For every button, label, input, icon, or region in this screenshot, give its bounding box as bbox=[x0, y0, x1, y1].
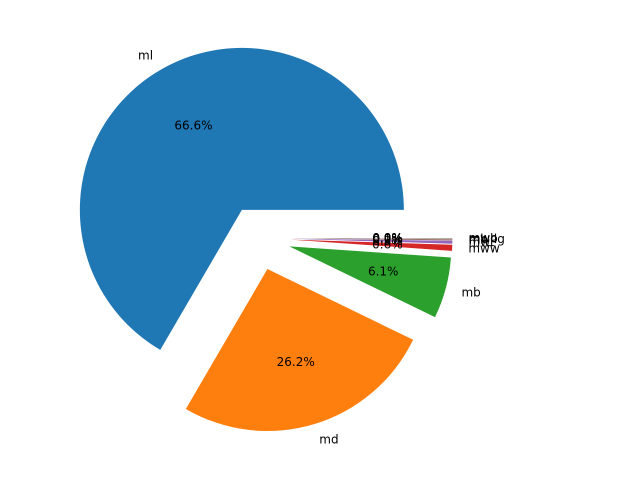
pie-category-label-mb_lg: mb_lg bbox=[469, 232, 505, 246]
pie-category-label-mwr: mwr bbox=[469, 236, 496, 250]
pie-pct-label-md: 26.2% bbox=[277, 355, 315, 369]
pie-category-label-md: md bbox=[319, 432, 338, 446]
pie-pct-label-mwb: 0.0% bbox=[372, 231, 403, 245]
pie-category-label-mwb: mwb bbox=[469, 231, 498, 245]
pie-pct-label-mw: 0.0% bbox=[372, 231, 403, 245]
pie-pct-label-mh: 0.1% bbox=[372, 232, 403, 246]
pie-pct-label-mww: 0.6% bbox=[372, 238, 403, 252]
pie-category-label-mb: mb bbox=[461, 285, 480, 299]
pie-category-label-mww: mww bbox=[468, 242, 500, 256]
pie-pct-label-mwr: 0.3% bbox=[372, 234, 403, 248]
pie-category-label-mwc: mwc bbox=[469, 231, 497, 245]
pie-pct-label-mb_lg: 0.0% bbox=[372, 232, 403, 246]
pie-slice-mb bbox=[289, 246, 451, 318]
pie-slice-mwr bbox=[290, 238, 453, 244]
pie-pct-label-ml: 66.6% bbox=[174, 119, 212, 133]
pie-category-label-ml: ml bbox=[138, 48, 153, 62]
pie-pct-label-mb: 6.1% bbox=[368, 264, 399, 278]
pie-slice-mww bbox=[290, 239, 453, 251]
pie-slice-mb_lg bbox=[290, 238, 453, 240]
pie-slice-md bbox=[185, 268, 414, 431]
pie-slices bbox=[79, 47, 453, 431]
pie-pct-label-mwc: 0.0% bbox=[372, 231, 403, 245]
pie-slice-mh bbox=[290, 238, 453, 241]
pie-slice-mw bbox=[290, 238, 453, 239]
pie-category-label-mh: mh bbox=[469, 233, 488, 247]
pie-category-label-mw: mw bbox=[469, 232, 491, 246]
pie-labels: 66.6% ml 26.2% md 6.1% mb 0.6% mww 0.3% mwr 0.1% mh… bbox=[138, 48, 505, 446]
pie-slice-ml bbox=[79, 47, 404, 350]
